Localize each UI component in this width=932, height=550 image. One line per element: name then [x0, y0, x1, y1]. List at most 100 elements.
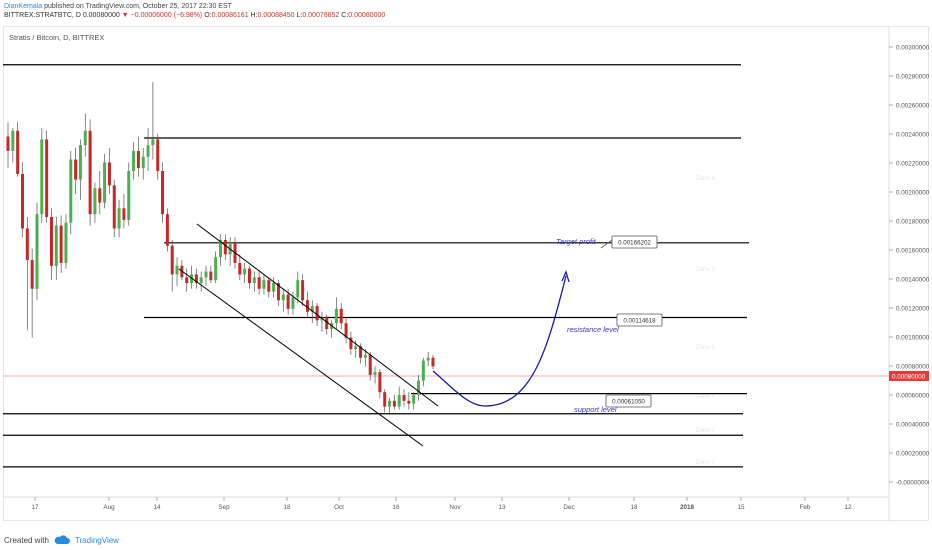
- last-price-tag: [889, 371, 929, 381]
- candle-bear-body: [223, 239, 227, 255]
- publish-line: DianKemala published on TradingView.com,…: [4, 2, 385, 11]
- candle-bear-body: [305, 300, 309, 312]
- price-tick-label: 0.00020000: [896, 451, 929, 458]
- candle-bull-body: [243, 268, 247, 275]
- candle-bull-body: [117, 208, 121, 229]
- candle-bull-body: [11, 130, 15, 151]
- candle-bear-body: [156, 139, 160, 172]
- candle-bull-body: [127, 171, 131, 220]
- price-callout-box[interactable]: [611, 235, 658, 249]
- callout-connector: [600, 239, 613, 249]
- price-tick-label: 0.00140000: [896, 277, 929, 284]
- annotation-label: resistance level: [567, 325, 619, 334]
- candle-bear-body: [257, 277, 261, 289]
- time-tick-label: 16: [392, 504, 400, 511]
- zone-label: Zone 4: [696, 176, 715, 182]
- candle-bear-body: [267, 280, 271, 292]
- candle-bear-body: [383, 392, 387, 407]
- candle-bear-body: [161, 171, 165, 215]
- time-tick-label: 17: [31, 504, 39, 511]
- candle-bear-body: [170, 245, 174, 275]
- candle-bull-body: [417, 380, 421, 396]
- high-label: H:: [250, 12, 258, 19]
- candle-bull-body: [103, 162, 107, 203]
- tradingview-brand[interactable]: TradingView: [74, 535, 119, 545]
- time-tick-label: 2018: [680, 504, 695, 511]
- chart-header: DianKemala published on TradingView.com,…: [4, 2, 385, 20]
- candle-bear-body: [349, 337, 353, 350]
- candle-bull-body: [199, 277, 203, 284]
- candle-bear-body: [325, 317, 329, 329]
- low-label: L:: [296, 12, 303, 19]
- candle-bear-body: [301, 280, 305, 301]
- price-tick-label: 0.00280000: [896, 74, 929, 81]
- candle-bull-body: [421, 360, 425, 381]
- candle-bull-body: [35, 214, 39, 289]
- projection[interactable]: [432, 270, 570, 407]
- projection-curve[interactable]: [432, 275, 567, 407]
- candle-bull-body: [363, 354, 367, 358]
- time-tick-label: 18: [283, 504, 291, 511]
- zone-label: Zone 6: [696, 345, 715, 351]
- price-callout-value: 0.00061050: [612, 399, 645, 406]
- candle-bull-body: [310, 306, 314, 312]
- time-tick-label: 12: [844, 504, 852, 511]
- time-tick-label: 15: [737, 504, 745, 511]
- candle-bull-body: [132, 150, 136, 172]
- candle-bull-body: [388, 400, 392, 407]
- candles: [6, 82, 435, 416]
- candle-bull-body: [93, 188, 97, 215]
- chart-border: [3, 26, 929, 521]
- time-tick-label: 14: [153, 504, 161, 511]
- price-tick-label: 0.00160000: [896, 248, 929, 255]
- annotation-label: support level: [574, 405, 617, 414]
- created-with-label: Created with: [4, 535, 49, 545]
- candle-bull-body: [151, 139, 155, 146]
- author-link[interactable]: DianKemala: [4, 3, 43, 10]
- price-tick-label: 0.00300000: [896, 45, 929, 52]
- chart-area[interactable]: Zone 4 Zone 3 Zone 6 Zone 1 Zone 2 Zone 1 0.0…: [3, 26, 932, 521]
- candle-bull-body: [54, 225, 58, 266]
- price-callout-box[interactable]: [616, 313, 663, 327]
- price-callout-value: 0.00166202: [618, 240, 651, 247]
- candle-bear-body: [402, 395, 406, 401]
- candle-bull-body: [40, 139, 44, 215]
- candle-bear-body: [276, 283, 280, 301]
- annotations[interactable]: 0.00166202 Target profit 0.00114618 resista…: [556, 235, 663, 414]
- candle-bear-body: [59, 225, 63, 263]
- channel-lower-line[interactable]: [178, 268, 424, 447]
- candle-bear-body: [16, 130, 20, 174]
- projection-arrowhead[interactable]: [561, 270, 570, 283]
- candle-bear-body: [194, 274, 198, 284]
- candle-bear-body: [392, 400, 396, 407]
- close-label: C:: [341, 12, 349, 19]
- candle-bull-body: [69, 159, 73, 223]
- candle-bull-body: [78, 145, 82, 180]
- time-tick-label: Sep: [218, 504, 230, 511]
- descending-channel[interactable]: [178, 223, 439, 447]
- time-axis[interactable]: 17 Aug 14 Sep 18 Oct 16 Nov 13 Dec 18 2018 15 Feb 12: [31, 497, 852, 511]
- low-value: 0.00078852: [302, 12, 340, 19]
- chart-svg[interactable]: Zone 4 Zone 3 Zone 6 Zone 1 Zone 2 Zone 1 0.0…: [3, 26, 932, 521]
- candle-bear-body: [136, 150, 140, 169]
- candle-bear-body: [165, 214, 169, 246]
- candle-bull-body: [412, 395, 416, 404]
- price-tick-label: 0.00240000: [896, 132, 929, 139]
- candle-bull-body: [83, 130, 87, 146]
- candle-bear-body: [431, 357, 435, 367]
- zone-label: Zone 1: [696, 460, 715, 466]
- candle-bear-body: [407, 400, 411, 404]
- channel-upper-line[interactable]: [196, 223, 439, 407]
- price-tick-label: -0.00000000: [896, 480, 929, 487]
- candle-bull-body: [214, 257, 218, 281]
- candle-bull-body: [252, 277, 256, 284]
- price-tick-label: 0.00200000: [896, 190, 929, 197]
- candle-bear-body: [185, 277, 189, 284]
- candle-bear-body: [209, 271, 213, 281]
- ohlc-line: BITTREX:STRATBTC, D 0.00080000 ▼ −0.0000…: [4, 11, 385, 20]
- candle-bear-body: [344, 323, 348, 338]
- candle-bear-body: [339, 308, 343, 324]
- price-callout-box[interactable]: [605, 394, 652, 408]
- price-tick-label: 0.00060000: [896, 393, 929, 400]
- price-axis[interactable]: 0.00300000 0.00280000 0.00260000 0.00240000…: [889, 45, 932, 487]
